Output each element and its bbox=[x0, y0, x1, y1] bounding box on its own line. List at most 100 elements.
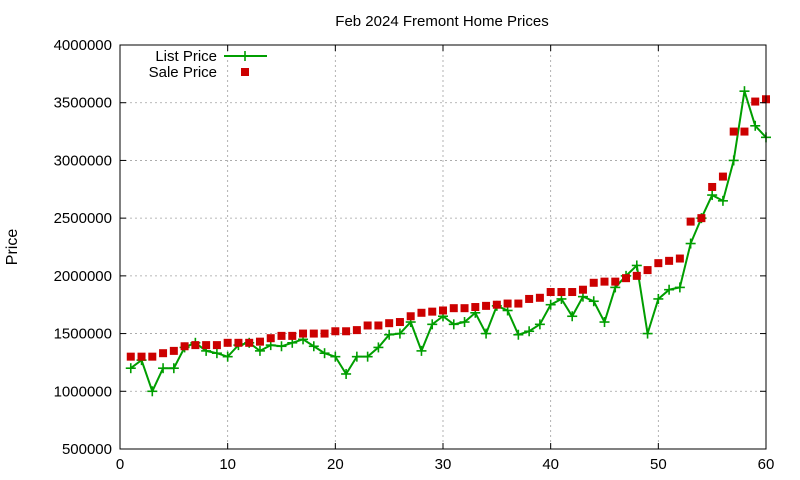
list-price-point bbox=[341, 368, 352, 379]
list-price-point bbox=[545, 299, 556, 310]
y-tick-label: 3500000 bbox=[54, 95, 112, 112]
sale-price-point bbox=[600, 277, 609, 286]
sale-price-point bbox=[266, 334, 275, 343]
list-price-point bbox=[750, 120, 761, 131]
y-tick-label: 3000000 bbox=[54, 152, 112, 169]
list-price-point bbox=[739, 86, 750, 97]
list-price-point bbox=[319, 348, 330, 359]
sale-price-point bbox=[492, 300, 501, 309]
sale-price-point bbox=[191, 341, 200, 350]
list-price-point bbox=[717, 195, 728, 206]
sale-price-point bbox=[654, 259, 663, 268]
list-price-point bbox=[211, 348, 222, 359]
x-tick-label: 40 bbox=[542, 456, 559, 473]
series-list-price bbox=[125, 86, 771, 397]
sale-price-point bbox=[503, 299, 512, 308]
sale-price-point bbox=[180, 342, 189, 351]
sale-price-point bbox=[675, 254, 684, 263]
sale-price-point bbox=[374, 321, 383, 330]
list-price-point bbox=[373, 342, 384, 353]
y-tick-label: 2000000 bbox=[54, 268, 112, 285]
sale-price-point bbox=[557, 288, 566, 297]
sale-price-point bbox=[385, 319, 394, 328]
list-price-point bbox=[416, 345, 427, 356]
list-price-point bbox=[631, 260, 642, 271]
list-price-point bbox=[653, 293, 664, 304]
list-price-point bbox=[685, 238, 696, 249]
sale-price-point bbox=[643, 266, 652, 275]
sale-price-point bbox=[320, 329, 329, 338]
legend-sample-marker bbox=[241, 68, 249, 76]
list-price-point bbox=[276, 341, 287, 352]
list-price-line bbox=[130, 90, 767, 394]
list-price-point bbox=[394, 328, 405, 339]
list-price-point bbox=[459, 317, 470, 328]
list-price-point bbox=[588, 296, 599, 307]
sale-price-point bbox=[363, 321, 372, 330]
sale-price-point bbox=[514, 299, 523, 308]
list-price-point bbox=[448, 319, 459, 330]
sale-price-point bbox=[299, 329, 308, 338]
sale-price-point bbox=[148, 352, 157, 361]
list-price-point bbox=[168, 363, 179, 374]
list-price-point bbox=[427, 319, 438, 330]
legend-label: List Price bbox=[155, 48, 217, 65]
sale-price-point bbox=[406, 312, 415, 321]
sale-price-point bbox=[578, 285, 587, 294]
list-price-point bbox=[384, 329, 395, 340]
y-tick-label: 2500000 bbox=[54, 210, 112, 227]
x-tick-label: 60 bbox=[758, 456, 775, 473]
list-price-point bbox=[642, 328, 653, 339]
list-price-point bbox=[664, 284, 675, 295]
sale-price-point bbox=[729, 127, 738, 136]
legend-sample-marker bbox=[240, 51, 250, 61]
sale-price-point bbox=[686, 217, 695, 226]
sale-price-point bbox=[417, 308, 426, 317]
sale-price-point bbox=[708, 182, 717, 191]
legend-label: Sale Price bbox=[149, 64, 217, 81]
list-price-point bbox=[707, 190, 718, 201]
sale-price-point bbox=[159, 349, 168, 358]
sale-price-point bbox=[126, 352, 135, 361]
list-price-point bbox=[125, 363, 136, 374]
x-tick-label: 30 bbox=[435, 456, 452, 473]
sale-price-point bbox=[255, 337, 264, 346]
sale-price-point bbox=[288, 331, 297, 340]
list-price-point bbox=[481, 328, 492, 339]
list-price-point bbox=[567, 311, 578, 322]
x-tick-label: 0 bbox=[116, 456, 124, 473]
sale-price-point bbox=[718, 172, 727, 181]
sale-price-point bbox=[395, 318, 404, 327]
sale-price-point bbox=[611, 277, 620, 286]
sale-price-point bbox=[482, 301, 491, 310]
sale-price-point bbox=[234, 338, 243, 347]
list-price-point bbox=[330, 351, 341, 362]
list-price-point bbox=[524, 326, 535, 337]
list-price-point bbox=[351, 351, 362, 362]
series-sale-price bbox=[126, 95, 770, 361]
sale-price-point bbox=[331, 327, 340, 336]
sale-price-point bbox=[525, 294, 534, 303]
sale-price-point bbox=[632, 271, 641, 280]
list-price-point bbox=[158, 363, 169, 374]
sale-price-point bbox=[309, 329, 318, 338]
y-tick-label: 1500000 bbox=[54, 326, 112, 343]
sale-price-point bbox=[622, 274, 631, 283]
sale-price-point bbox=[471, 303, 480, 312]
list-price-point bbox=[513, 329, 524, 340]
y-tick-label: 1000000 bbox=[54, 383, 112, 400]
sale-price-point bbox=[740, 127, 749, 136]
sale-price-point bbox=[568, 288, 577, 297]
sale-price-point bbox=[449, 304, 458, 313]
series-layer bbox=[125, 86, 771, 397]
sale-price-point bbox=[535, 293, 544, 302]
sale-price-point bbox=[428, 307, 437, 316]
sale-price-point bbox=[212, 341, 221, 350]
sale-price-point bbox=[342, 327, 351, 336]
sale-price-point bbox=[439, 306, 447, 315]
list-price-point bbox=[599, 317, 610, 328]
sale-price-point bbox=[202, 341, 211, 350]
y-axis-label: Price bbox=[4, 229, 21, 266]
y-tick-label: 4000000 bbox=[54, 37, 112, 54]
